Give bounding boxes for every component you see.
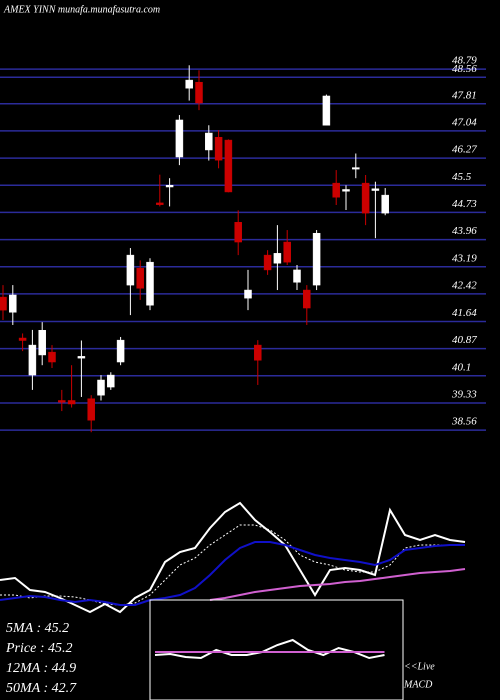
candle-body [195,81,203,104]
candle-body [263,254,272,271]
candle-body [254,344,262,361]
candle-body [312,232,321,286]
candle-body [165,184,174,188]
macd-box [149,599,404,700]
candle-body [361,182,370,214]
candle-body [87,398,95,421]
candle-body [136,267,144,289]
y-tick-label: 40.87 [452,334,477,346]
candle-body [381,194,389,214]
candle-body [0,296,7,311]
macd-label: MACD [403,679,433,690]
candle-body [352,167,360,170]
candle-body [205,132,213,151]
series-line [209,568,466,601]
y-tick-label: 48.56 [452,63,477,75]
candle-body [107,374,115,388]
candle-body [303,289,311,309]
chart-title: AMEX YINN munafa.munafasutra.com [3,4,160,15]
candle-body [97,379,105,396]
candle-body [273,253,282,264]
candle-body [48,351,56,363]
series-line [0,501,466,614]
y-tick-label: 47.81 [452,89,477,101]
series-line [0,541,465,606]
candle-body [28,344,37,376]
stat: 5MA : 45.2 [6,621,69,636]
stat: 12MA : 44.9 [6,661,76,676]
candle-body [293,269,301,283]
candle-body [224,139,233,193]
candle-body [126,254,135,286]
stat: 50MA : 42.7 [6,681,77,696]
candle-body [18,337,27,341]
candle-body [332,182,340,198]
live-link[interactable]: <<Live [404,661,435,672]
candle-body [244,289,252,299]
candle-body [185,79,193,89]
candle-body [322,95,331,126]
y-tick-label: 46.27 [452,144,477,156]
candle-body [342,189,350,192]
y-tick-label: 45.5 [452,171,472,183]
stat: Price : 45.2 [5,641,72,656]
candle-body [214,137,223,161]
candle-body [156,202,164,205]
y-tick-label: 42.42 [452,279,477,291]
y-tick-label: 40.1 [452,361,471,373]
candle-body [38,330,46,356]
y-tick-label: 43.19 [452,252,477,264]
y-tick-label: 38.56 [451,416,477,428]
series-line [154,638,385,660]
candle-body [77,356,86,359]
candle-body [175,119,184,158]
candle-body [234,222,242,243]
y-tick-label: 39.33 [451,388,477,400]
candle-body [371,188,380,191]
y-tick-label: 48.79 [452,55,477,67]
y-tick-label: 41.64 [452,307,477,319]
series-line [0,524,465,606]
candle-body [283,241,291,263]
candle-body [9,294,17,313]
y-tick-label: 47.04 [452,116,477,128]
y-tick-label: 43.96 [452,225,477,237]
candle-body [146,261,154,306]
candle-body [58,400,66,403]
candle-body [116,339,125,363]
y-tick-label: 44.73 [452,198,477,210]
candle-body [67,400,76,405]
